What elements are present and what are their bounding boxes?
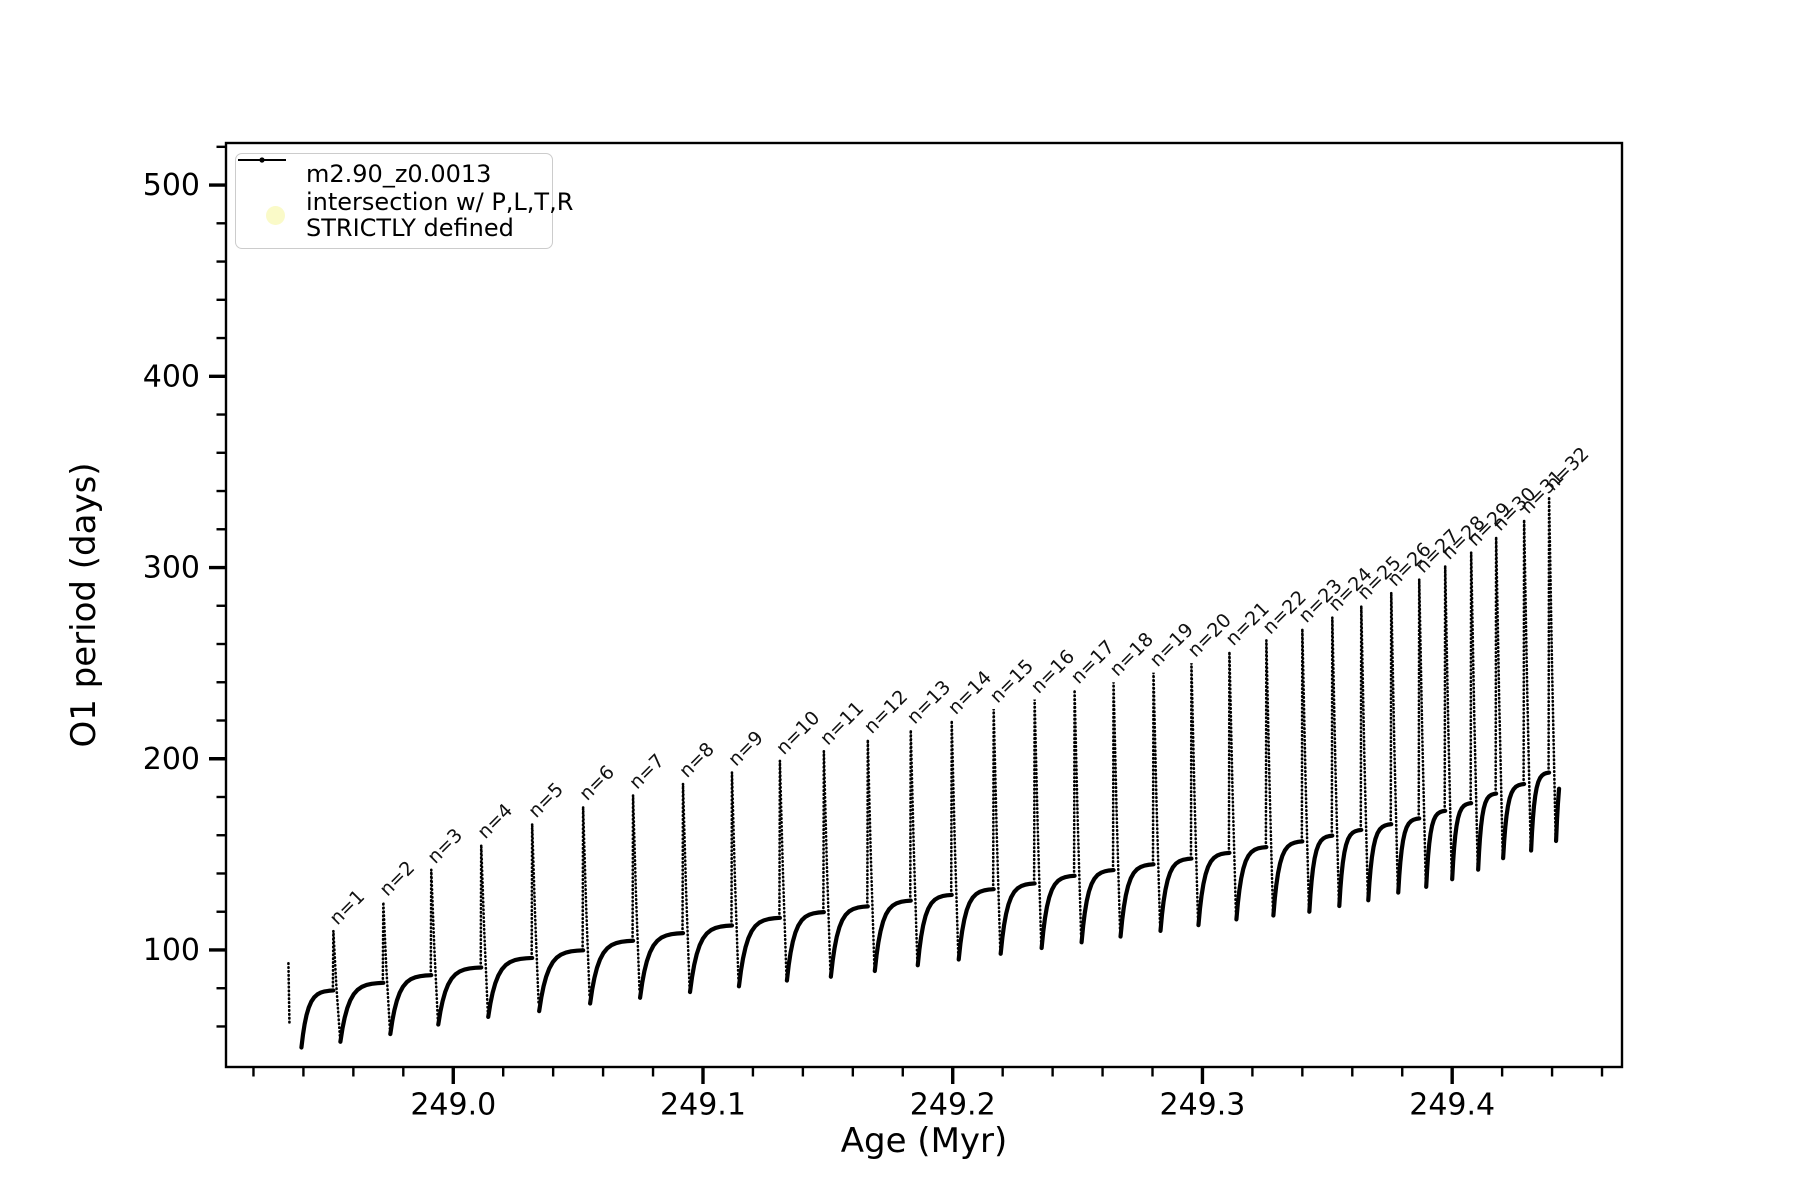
pulse-annotations: n=1n=2n=3n=4 n=5 n=6 n=7 n=8 n=9 n=10n=11n=12n… xyxy=(325,443,1593,930)
pulse-annotation: n=8 xyxy=(675,738,719,782)
x-tick-label: 249.1 xyxy=(660,1088,746,1123)
legend-intersection-marker xyxy=(265,205,285,225)
x-axis-label: Age (Myr) xyxy=(841,1121,1008,1161)
y-tick-label: 100 xyxy=(143,933,200,968)
y-tick-label: 300 xyxy=(143,551,200,586)
y-tick-label: 400 xyxy=(143,359,200,394)
x-tick-label: 249.4 xyxy=(1409,1088,1495,1123)
legend-entry-intersection: intersection w/ P,L,T,R STRICTLY defined xyxy=(244,189,573,241)
pulse-annotation: n=2 xyxy=(375,857,419,901)
pulse-annotation: n=3 xyxy=(423,824,467,868)
y-axis-label: O1 period (days) xyxy=(64,462,104,747)
pulse-annotation: n=4 xyxy=(473,799,517,843)
pulse-annotation: n=5 xyxy=(524,778,568,822)
legend-line-marker-glyph xyxy=(238,157,286,163)
pulse-annotation: n=9 xyxy=(724,727,768,771)
x-tick-label: 249.0 xyxy=(410,1088,496,1123)
series-pulse-spikes xyxy=(287,496,1557,1038)
series-envelope-curve xyxy=(299,770,1562,1050)
x-tick-label: 249.3 xyxy=(1160,1088,1246,1123)
pulse-annotation: n=6 xyxy=(575,761,619,805)
legend-entry-series: m2.90_z0.0013 xyxy=(238,157,542,188)
legend-series-label: m2.90_z0.0013 xyxy=(306,160,492,188)
y-tick-label: 500 xyxy=(143,168,200,203)
y-axis-ticks: 100 200 300 400 500 xyxy=(143,145,226,1028)
legend-intersection-label: intersection w/ P,L,T,R STRICTLY defined xyxy=(306,189,573,241)
pulse-annotation: n=7 xyxy=(625,750,669,794)
pulse-annotation: n=1 xyxy=(325,886,369,930)
series-m2.90_z0.0013 xyxy=(287,496,1562,1050)
y-tick-label: 200 xyxy=(143,742,200,777)
legend-intersection-label-line1: intersection w/ P,L,T,R xyxy=(306,188,574,216)
x-tick-label: 249.2 xyxy=(910,1088,996,1123)
legend-intersection-label-line2: STRICTLY defined xyxy=(306,214,514,242)
x-axis-ticks: 249.0 249.1 249.2 249.3 249.4 xyxy=(252,1067,1604,1123)
legend: m2.90_z0.0013 intersection w/ P,L,T,R ST… xyxy=(235,153,573,249)
